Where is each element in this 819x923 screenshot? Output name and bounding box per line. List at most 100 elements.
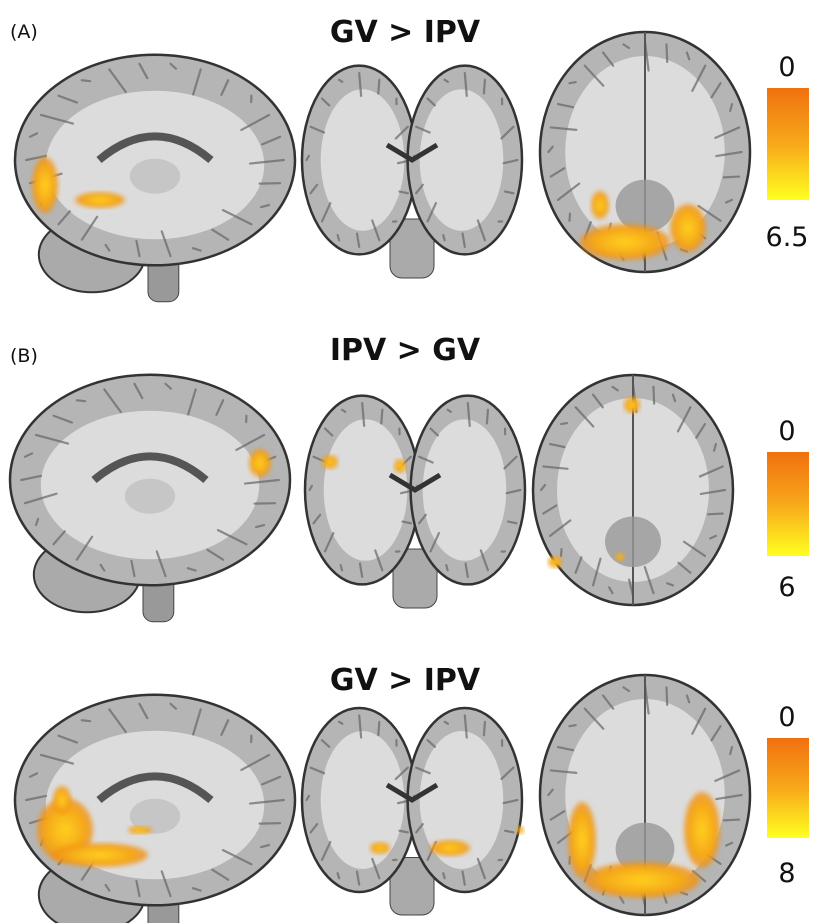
sulcus (568, 81, 577, 85)
sulcus (715, 150, 743, 158)
sulcus (155, 550, 167, 578)
sulcus (443, 720, 449, 725)
sulcus (309, 125, 326, 134)
brainstem (389, 857, 435, 916)
sulcus (358, 562, 364, 578)
sulcus (665, 43, 669, 64)
sulcus (34, 433, 70, 445)
brainstem (389, 218, 435, 279)
sulcus (507, 520, 518, 525)
sulcus (138, 62, 149, 80)
sulcus (691, 707, 707, 735)
sulcus (39, 113, 75, 125)
sulcus (243, 478, 280, 485)
sulcus (135, 879, 141, 898)
sulcus (611, 385, 619, 392)
sulcus (729, 102, 734, 113)
sulcus (418, 455, 434, 464)
sulcus (80, 215, 99, 241)
sulcus (549, 519, 572, 538)
sulcus (309, 183, 319, 195)
sagittal-slice (8, 373, 292, 623)
sulcus (549, 769, 578, 774)
activation (128, 826, 152, 834)
sulcus (371, 219, 381, 242)
sulcus (715, 793, 743, 801)
sulcus (192, 708, 202, 736)
sulcus (464, 562, 469, 578)
sulcus (542, 504, 558, 515)
sulcus (336, 872, 341, 880)
sulcus (415, 183, 424, 195)
sulcus (725, 841, 734, 847)
sulcus (503, 455, 518, 470)
activation (584, 862, 700, 898)
colorbar-bottom: 6 (778, 572, 795, 603)
sulcus (52, 414, 74, 424)
sulcus (261, 775, 282, 786)
sulcus (556, 182, 581, 202)
sulcus (652, 385, 656, 405)
sulcus (57, 734, 79, 744)
sulcus (358, 714, 363, 739)
sulcus (398, 829, 409, 834)
sulcus (426, 739, 436, 748)
sulcus (591, 557, 602, 587)
sulcus (240, 113, 271, 132)
sulcus (729, 745, 734, 756)
ventricle (96, 132, 214, 164)
sulcus (138, 702, 149, 720)
colorbar-bottom: 8 (778, 858, 795, 889)
sulcus (220, 719, 230, 736)
sulcus (206, 548, 225, 561)
sulcus (415, 125, 431, 134)
sulcus (323, 531, 335, 553)
coronal-slice (300, 706, 524, 916)
colorbar-bottom: 6.5 (766, 222, 809, 253)
sulcus (710, 725, 722, 742)
sulcus (160, 230, 172, 258)
sulcus (685, 51, 691, 61)
white-matter (320, 89, 405, 231)
sulcus (305, 154, 311, 162)
activation (548, 556, 562, 568)
activation (53, 786, 71, 814)
sulcus (442, 233, 446, 242)
activation (670, 204, 706, 252)
activation (591, 191, 609, 219)
panel-label: (A) (10, 21, 38, 43)
sulcus (108, 68, 127, 93)
sulcus (394, 766, 409, 781)
activation (624, 397, 640, 413)
sulcus (320, 97, 331, 107)
sulcus (104, 243, 111, 252)
sulcus (52, 530, 66, 546)
sulcus (429, 427, 439, 437)
sulcus (583, 707, 605, 730)
panel-label: (B) (10, 345, 38, 367)
activation (580, 224, 670, 260)
sulcus (80, 719, 92, 723)
sulcus (608, 586, 614, 595)
sulcus (23, 452, 34, 458)
sulcus (323, 427, 334, 437)
sulcus (676, 406, 692, 433)
sulcus (192, 68, 202, 96)
cerebellum (615, 822, 675, 876)
cerebellum (605, 516, 661, 568)
activation (32, 157, 58, 213)
sulcus (443, 78, 449, 83)
ventricle (385, 142, 439, 163)
sulcus (549, 167, 566, 178)
sulcus (539, 483, 547, 492)
sulcus (340, 408, 347, 413)
sulcus (665, 686, 669, 707)
sulcus (709, 534, 717, 540)
sulcus (601, 51, 615, 67)
ventricle (91, 452, 209, 484)
activation (370, 842, 390, 854)
activation (615, 553, 625, 561)
sulcus (320, 840, 332, 861)
sulcus (211, 868, 230, 881)
sulcus (377, 720, 381, 737)
